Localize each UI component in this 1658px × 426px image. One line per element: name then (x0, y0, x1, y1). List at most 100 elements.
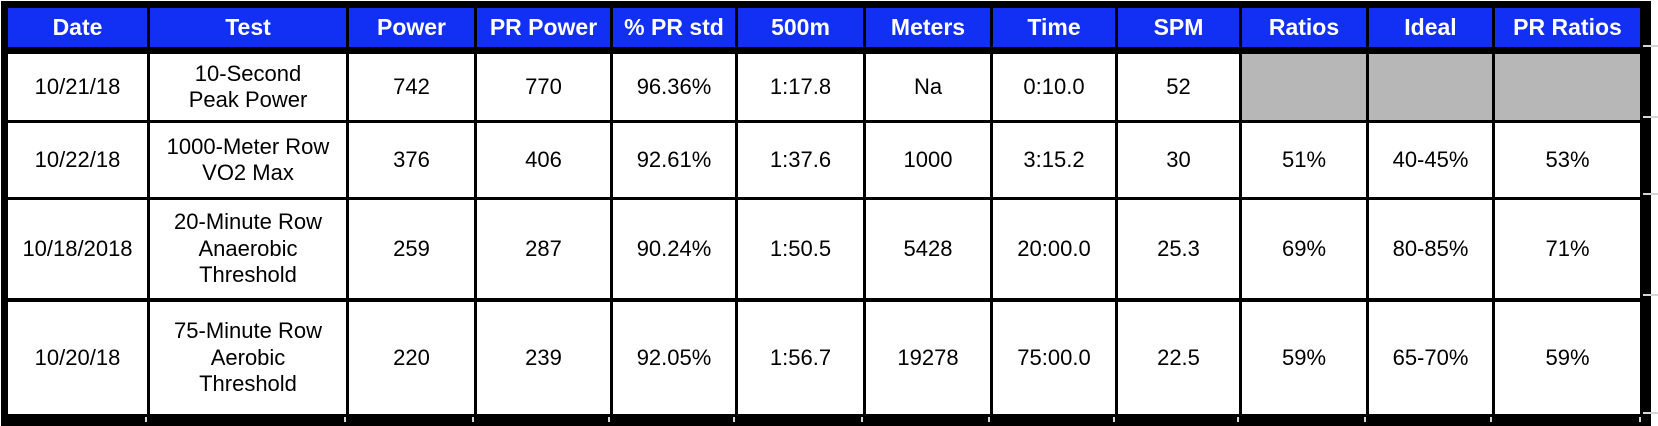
cell-text: 406 (525, 146, 562, 172)
cell-pr_power[interactable]: 770 (474, 49, 613, 123)
cell-ratios[interactable]: 69% (1239, 197, 1369, 302)
cell-text: 71% (1545, 235, 1590, 261)
column-header-pr_power[interactable]: PR Power (474, 5, 613, 54)
cell-text: 75-Minute Row Aerobic Threshold (174, 318, 322, 397)
cell-meters[interactable]: 19278 (863, 298, 993, 418)
cell-pr_power[interactable]: 406 (474, 120, 613, 200)
cell-pr_ratios[interactable] (1492, 49, 1643, 123)
cell-text: 59% (1281, 344, 1327, 370)
cell-text: 0:10.0 (1023, 73, 1085, 99)
cell-text: 220 (393, 344, 430, 370)
column-header-ratios[interactable]: Ratios (1239, 5, 1369, 54)
cell-text: 1:56.7 (769, 344, 832, 370)
cell-pr_power[interactable]: 239 (474, 298, 613, 418)
cell-ideal[interactable]: 40-45% (1366, 120, 1495, 200)
cell-pct_pr_std[interactable]: 92.05% (610, 298, 738, 418)
column-header-spm[interactable]: SPM (1115, 5, 1242, 54)
column-header-time[interactable]: Time (990, 5, 1118, 54)
cell-text: 770 (525, 73, 562, 99)
cell-text: 52 (1166, 73, 1191, 99)
spreadsheet-gridline (1237, 417, 1239, 422)
cell-ideal[interactable]: 65-70% (1366, 298, 1495, 418)
cell-ratios[interactable] (1239, 49, 1369, 123)
cell-text: 22.5 (1157, 344, 1200, 370)
cell-test[interactable]: 75-Minute Row Aerobic Threshold (147, 298, 349, 418)
cell-m500[interactable]: 1:17.8 (735, 49, 866, 123)
cell-ratios[interactable]: 59% (1239, 298, 1369, 418)
table-row: 10/22/18 1000-Meter Row VO2 Max 376 406 92.6… (5, 120, 1643, 200)
cell-power[interactable]: 376 (346, 120, 477, 200)
column-header-m500[interactable]: 500m (735, 5, 866, 54)
cell-pct_pr_std[interactable]: 96.36% (610, 49, 738, 123)
table-row: 10/20/18 75-Minute Row Aerobic Threshold 2… (5, 298, 1643, 418)
column-header-ideal[interactable]: Ideal (1366, 5, 1495, 54)
cell-test[interactable]: 10-Second Peak Power (147, 49, 349, 123)
cell-text: 10-Second Peak Power (188, 60, 308, 112)
column-header-date[interactable]: Date (5, 5, 150, 54)
cell-date[interactable]: 10/20/18 (5, 298, 150, 418)
cell-spm[interactable]: 25.3 (1115, 197, 1242, 302)
cell-text: Na (913, 73, 943, 99)
cell-text: 10/18/2018 (22, 235, 133, 261)
cell-spm[interactable]: 30 (1115, 120, 1242, 200)
column-header-pct_pr_std[interactable]: % PR std (610, 5, 738, 54)
cell-pct_pr_std[interactable]: 92.61% (610, 120, 738, 200)
spreadsheet-gridline (733, 417, 735, 422)
cell-text: 65-70% (1392, 344, 1469, 370)
cell-ideal[interactable]: 80-85% (1366, 197, 1495, 302)
cell-time[interactable]: 0:10.0 (990, 49, 1118, 123)
cell-power[interactable]: 259 (346, 197, 477, 302)
spreadsheet-gridline (1490, 417, 1492, 422)
cell-text: 1000 (903, 146, 953, 172)
cell-meters[interactable]: Na (863, 49, 993, 123)
cell-text: 20:00.0 (1017, 235, 1091, 261)
cell-pr_power[interactable]: 287 (474, 197, 613, 302)
cell-text: 1:37.6 (769, 146, 832, 172)
cell-ratios[interactable]: 51% (1239, 120, 1369, 200)
cell-ideal[interactable] (1366, 49, 1495, 123)
cell-test[interactable]: 20-Minute Row Anaerobic Threshold (147, 197, 349, 302)
cell-date[interactable]: 10/21/18 (5, 49, 150, 123)
cell-text: 259 (393, 235, 430, 261)
cell-power[interactable]: 742 (346, 49, 477, 123)
cell-text: 10/20/18 (34, 344, 121, 370)
cell-m500[interactable]: 1:56.7 (735, 298, 866, 418)
cell-meters[interactable]: 1000 (863, 120, 993, 200)
column-header-power[interactable]: Power (346, 5, 477, 54)
column-header-pr_ratios[interactable]: PR Ratios (1492, 5, 1643, 54)
cell-text: 20-Minute Row Anaerobic Threshold (174, 209, 322, 288)
cell-meters[interactable]: 5428 (863, 197, 993, 302)
cell-text: 59% (1545, 344, 1590, 370)
cell-text: 53% (1545, 146, 1590, 172)
cell-pr_ratios[interactable]: 53% (1492, 120, 1643, 200)
cell-pr_ratios[interactable]: 59% (1492, 298, 1643, 418)
cell-m500[interactable]: 1:37.6 (735, 120, 866, 200)
cell-text: 10/22/18 (34, 146, 121, 172)
cell-text: 1:17.8 (769, 73, 832, 99)
rowing-test-results-table: Date Test Power PR Power% PR std 500m Meters T… (5, 5, 1643, 418)
cell-spm[interactable]: 22.5 (1115, 298, 1242, 418)
cell-pr_ratios[interactable]: 71% (1492, 197, 1643, 302)
cell-pct_pr_std[interactable]: 90.24% (610, 197, 738, 302)
cell-date[interactable]: 10/22/18 (5, 120, 150, 200)
column-header-test[interactable]: Test (147, 5, 349, 54)
table-row: 10/21/18 10-Second Peak Power 742 770 96.36%… (5, 49, 1643, 123)
cell-text: 1000-Meter Row VO2 Max (166, 133, 330, 185)
cell-text: 19278 (897, 344, 959, 370)
spreadsheet-gridline (344, 417, 346, 422)
spreadsheet-gridline (1643, 193, 1658, 195)
cell-power[interactable]: 220 (346, 298, 477, 418)
cell-date[interactable]: 10/18/2018 (5, 197, 150, 302)
table-header-row: Date Test Power PR Power% PR std 500m Meters T… (5, 5, 1643, 54)
column-header-meters[interactable]: Meters (863, 5, 993, 54)
cell-time[interactable]: 20:00.0 (990, 197, 1118, 302)
cell-test[interactable]: 1000-Meter Row VO2 Max (147, 120, 349, 200)
cell-time[interactable]: 75:00.0 (990, 298, 1118, 418)
cell-text: 25.3 (1157, 235, 1200, 261)
cell-m500[interactable]: 1:50.5 (735, 197, 866, 302)
cell-time[interactable]: 3:15.2 (990, 120, 1118, 200)
cell-spm[interactable]: 52 (1115, 49, 1242, 123)
cell-text: 376 (393, 146, 430, 172)
